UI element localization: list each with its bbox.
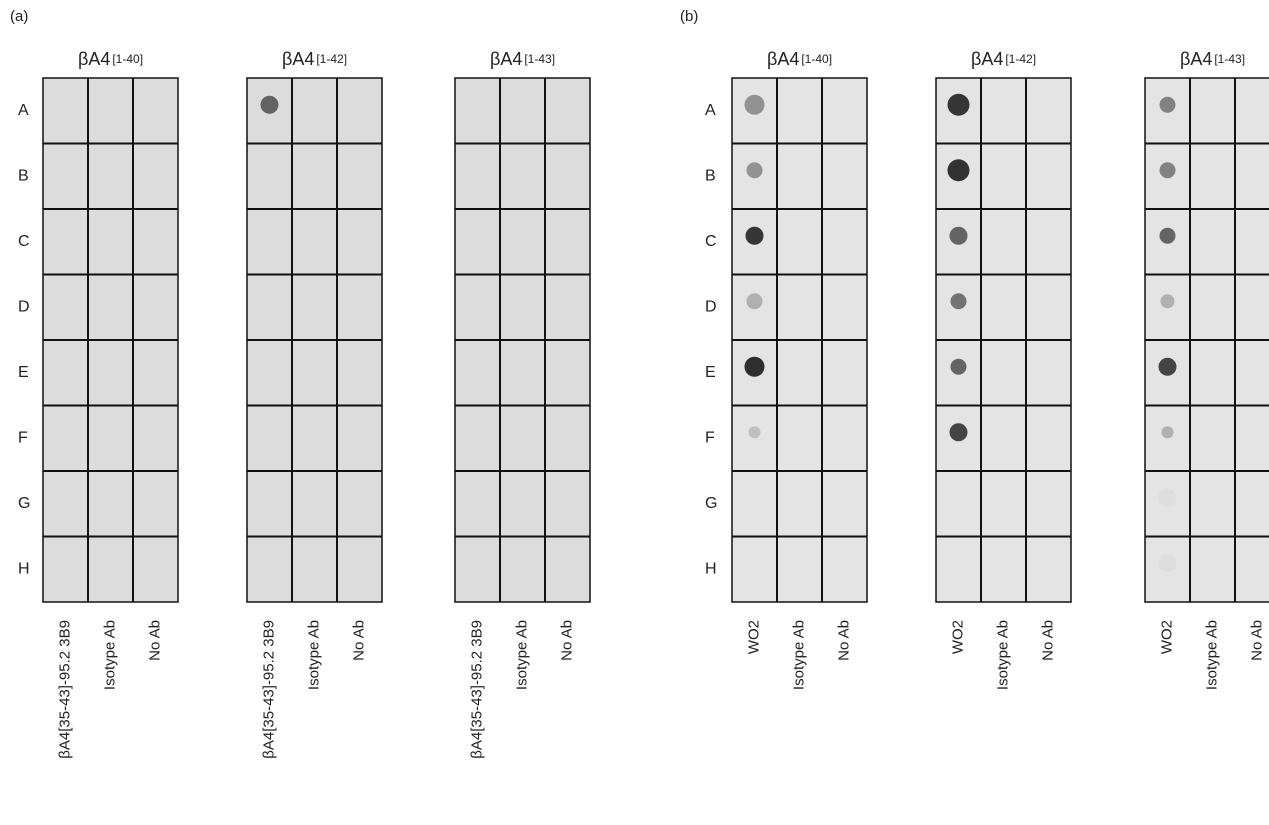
blot-title: βA4[1-43] <box>490 49 555 69</box>
row-label: H <box>18 560 30 577</box>
panel-label: (b) <box>680 8 698 25</box>
blot-title-protein: βA4 <box>767 49 799 69</box>
blot-title-range: [1-40] <box>801 52 832 66</box>
panel-label: (a) <box>10 8 28 25</box>
column-label: Isotype Ab <box>1203 620 1220 690</box>
column-label: Isotype Ab <box>513 620 530 690</box>
column-label: Isotype Ab <box>101 620 118 690</box>
figure: (a)ABCDEFGHβA4[1-40]βA4[35-43]-95.2 3B9I… <box>0 0 1269 825</box>
dot <box>948 94 970 116</box>
row-label: B <box>705 167 716 184</box>
dot <box>951 293 967 309</box>
row-label: E <box>18 364 29 381</box>
blot-title: βA4[1-43] <box>1180 49 1245 69</box>
dot <box>746 227 764 245</box>
blot-title: βA4[1-40] <box>78 49 143 69</box>
dot <box>950 227 968 245</box>
column-label: No Ab <box>835 620 852 661</box>
blot-title-protein: βA4 <box>490 49 522 69</box>
column-label: WO2 <box>1158 620 1175 654</box>
blot-title-range: [1-40] <box>112 52 143 66</box>
blot-title: βA4[1-42] <box>282 49 347 69</box>
row-label: A <box>18 102 29 119</box>
dot <box>1159 358 1177 376</box>
blot-title-protein: βA4 <box>971 49 1003 69</box>
dot <box>749 426 761 438</box>
blot-title-protein: βA4 <box>282 49 314 69</box>
column-label: No Ab <box>146 620 163 661</box>
dot <box>1160 97 1176 113</box>
row-label: C <box>705 233 717 250</box>
dot <box>1161 294 1175 308</box>
blot-title-range: [1-43] <box>1214 52 1245 66</box>
row-label: C <box>18 233 30 250</box>
row-label: D <box>705 298 717 315</box>
column-label: Isotype Ab <box>790 620 807 690</box>
column-label: Isotype Ab <box>994 620 1011 690</box>
column-label: WO2 <box>745 620 762 654</box>
dot <box>747 162 763 178</box>
row-label: F <box>705 429 715 446</box>
row-label: D <box>18 298 30 315</box>
dot <box>950 423 968 441</box>
row-label: A <box>705 102 716 119</box>
dot <box>1162 426 1174 438</box>
dot <box>1159 489 1177 507</box>
dot <box>1160 162 1176 178</box>
row-label: E <box>705 364 716 381</box>
blot-title: βA4[1-40] <box>767 49 832 69</box>
column-label: βA4[35-43]-95.2 3B9 <box>260 620 277 759</box>
row-label: F <box>18 429 28 446</box>
dot <box>261 96 279 114</box>
dot <box>745 357 765 377</box>
dot <box>1160 228 1176 244</box>
row-label: B <box>18 167 29 184</box>
column-label: No Ab <box>558 620 575 661</box>
column-label: βA4[35-43]-95.2 3B9 <box>56 620 73 759</box>
dot <box>948 159 970 181</box>
dot <box>747 293 763 309</box>
row-label: G <box>705 495 717 512</box>
dot <box>745 95 765 115</box>
blot-title-protein: βA4 <box>78 49 110 69</box>
column-label: No Ab <box>1248 620 1265 661</box>
blot-title-range: [1-42] <box>316 52 347 66</box>
row-label: G <box>18 495 30 512</box>
blot-title-protein: βA4 <box>1180 49 1212 69</box>
column-label: No Ab <box>1039 620 1056 661</box>
column-label: No Ab <box>350 620 367 661</box>
dot <box>1159 554 1177 572</box>
blot-title: βA4[1-42] <box>971 49 1036 69</box>
column-label: Isotype Ab <box>305 620 322 690</box>
blot-title-range: [1-42] <box>1005 52 1036 66</box>
dot <box>951 359 967 375</box>
column-label: βA4[35-43]-95.2 3B9 <box>468 620 485 759</box>
blot-title-range: [1-43] <box>524 52 555 66</box>
row-label: H <box>705 560 717 577</box>
column-label: WO2 <box>949 620 966 654</box>
